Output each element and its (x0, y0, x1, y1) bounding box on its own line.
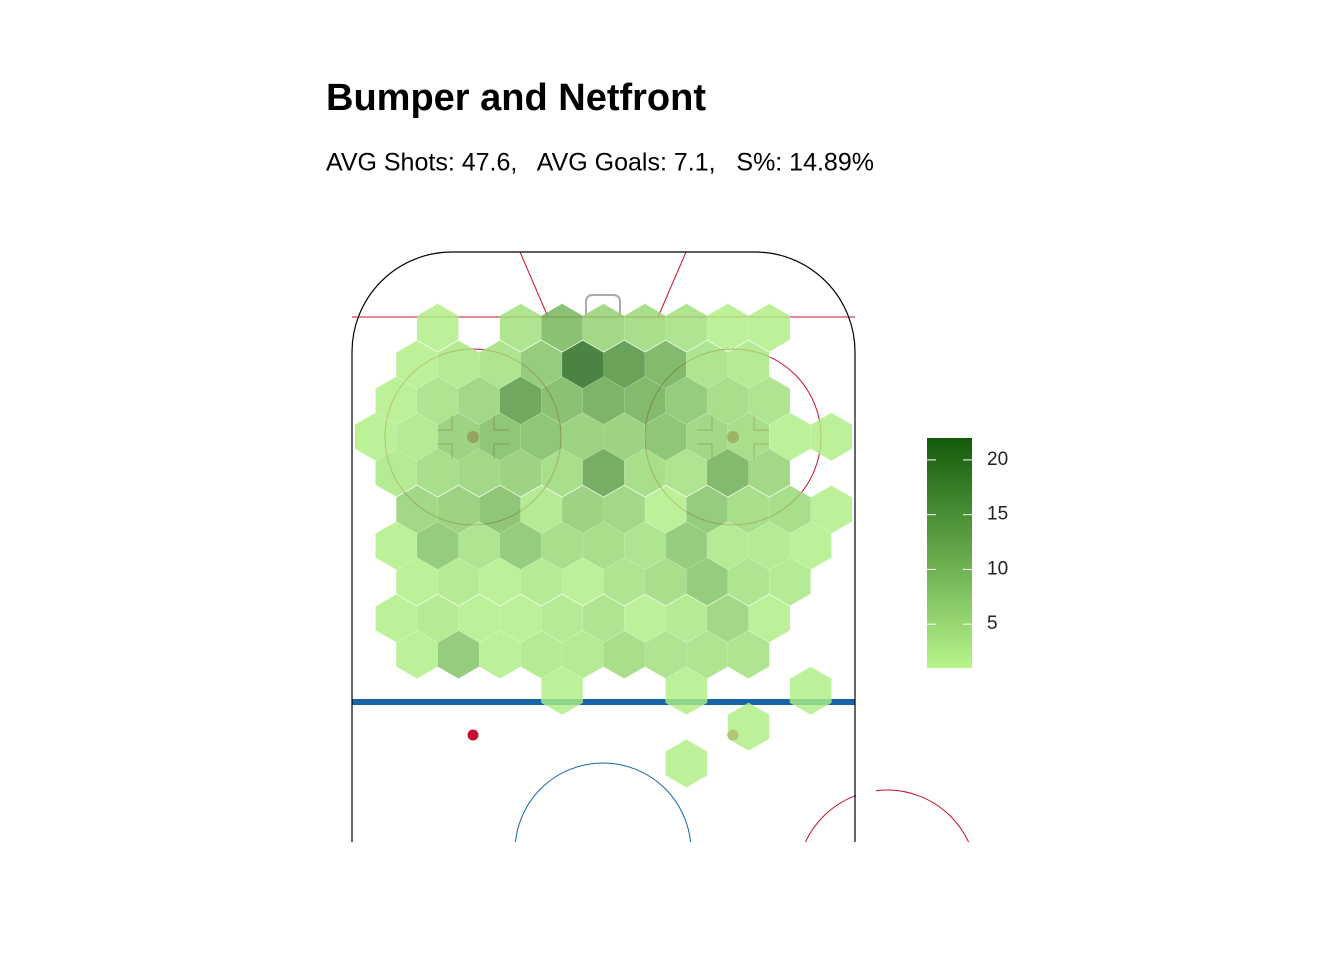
hex-cell (416, 303, 459, 353)
hex-cell (748, 376, 791, 425)
hex-cell (727, 702, 770, 752)
hexes (354, 303, 853, 788)
hex-cell (727, 340, 770, 389)
hex-cell (665, 666, 708, 715)
hex-cell (789, 521, 832, 570)
hex-cell (665, 739, 708, 788)
neutral-dot (467, 729, 479, 741)
rink (351, 251, 970, 842)
boards (351, 251, 856, 842)
colorbar-tick-label: 5 (987, 613, 998, 634)
hex-cell (727, 630, 770, 679)
colorbar-tick-label: 20 (987, 449, 1008, 470)
colorbar-ticks: 5 10 15 20 (927, 449, 1008, 634)
hex-cell (541, 666, 584, 715)
goal-net (585, 294, 621, 317)
hex-cell (789, 666, 832, 715)
hex-cell (810, 412, 853, 461)
mask (856, 300, 876, 842)
trapezoid (657, 251, 687, 318)
hex-cell (748, 303, 791, 353)
chart-title: Bumper and Netfront (326, 77, 706, 119)
center-circle (514, 762, 692, 842)
hex-cell (748, 448, 791, 498)
neutral-circle (804, 789, 970, 842)
chart-subtitle: AVG Shots: 47.6, AVG Goals: 7.1, S%: 14.… (326, 149, 874, 177)
hex-cell (748, 594, 791, 643)
colorbar (927, 438, 972, 668)
colorbar-tick-label: 10 (987, 558, 1008, 579)
hex-cell (768, 557, 812, 606)
trapezoid (519, 251, 549, 318)
hex-cell (810, 485, 853, 534)
colorbar-tick-label: 15 (987, 504, 1008, 525)
